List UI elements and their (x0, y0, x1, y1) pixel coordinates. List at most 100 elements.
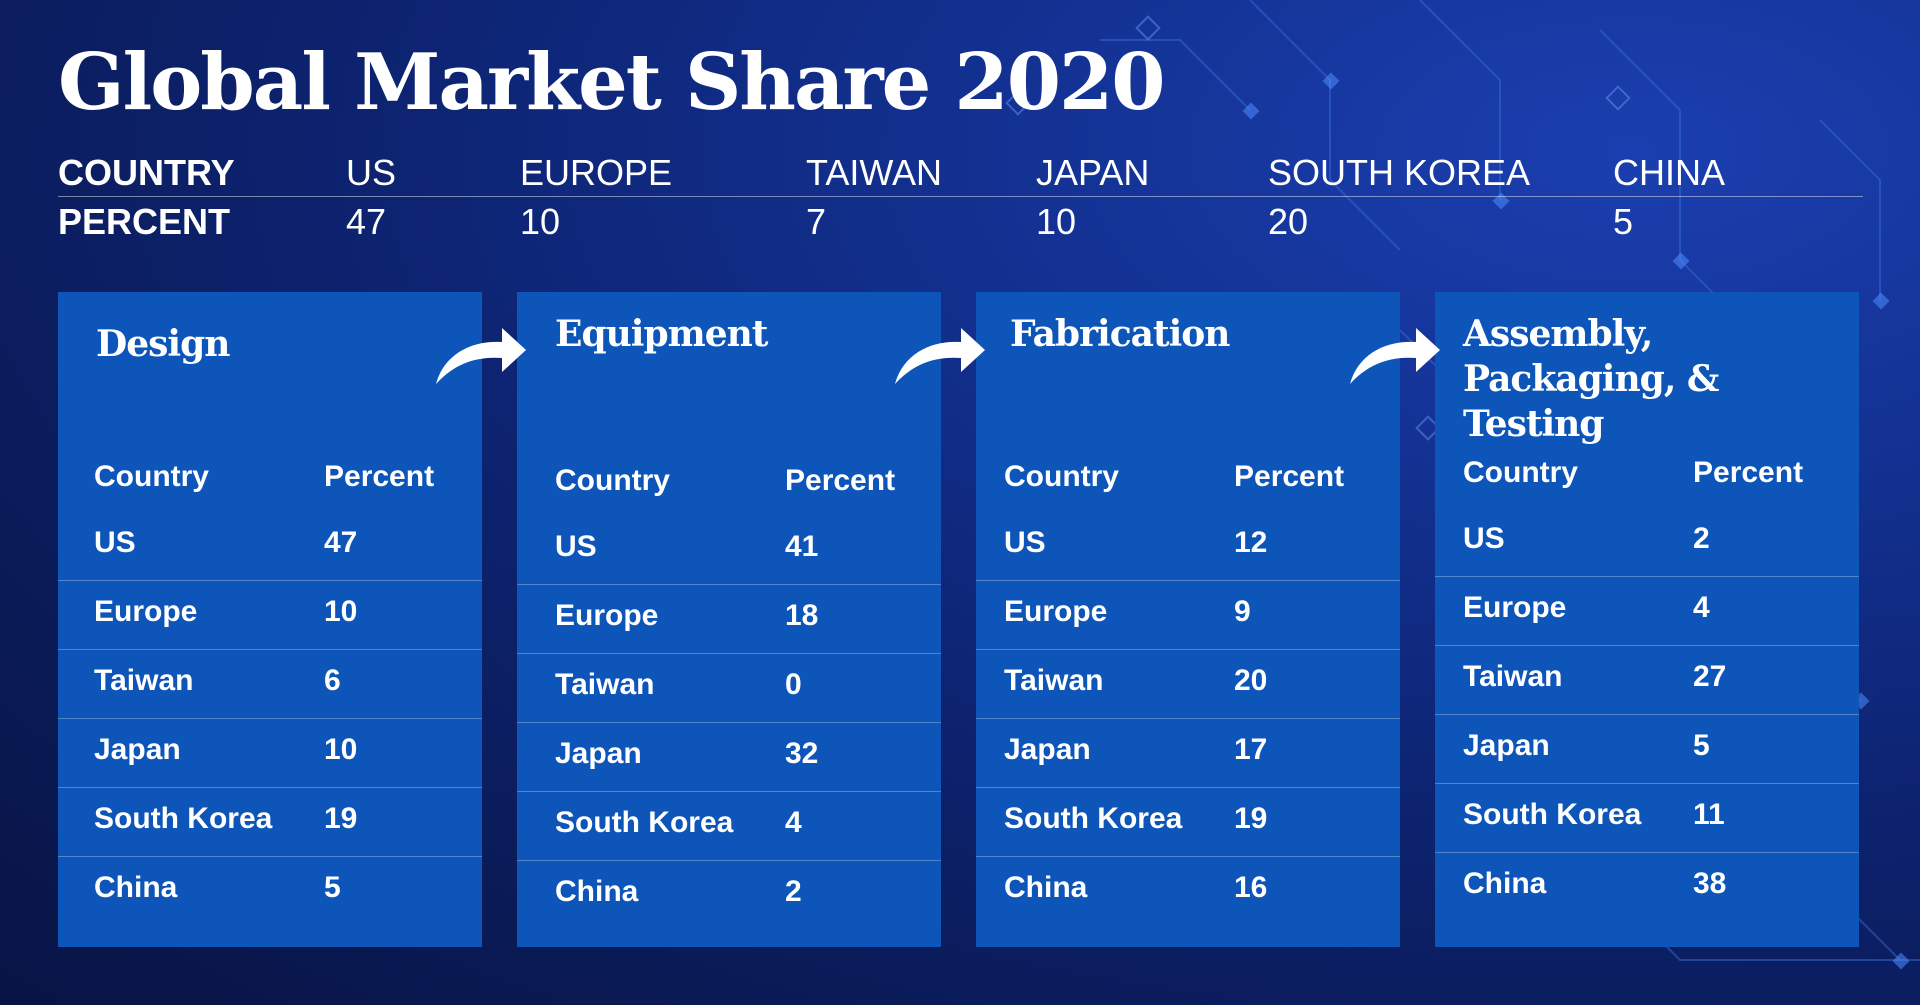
row-country: China (1463, 867, 1547, 900)
row-percent: 5 (1693, 729, 1710, 762)
row-country: Japan (1004, 733, 1091, 766)
panel-title: Fabrication (1010, 312, 1230, 357)
row-country: Japan (555, 737, 642, 770)
percent-column-header: Percent (785, 464, 896, 497)
table-row: US 41 (517, 516, 941, 585)
row-country: Taiwan (555, 668, 655, 701)
row-country: Japan (1463, 729, 1550, 762)
table-row: South Korea 4 (517, 792, 941, 861)
summary-country-taiwan: TAIWAN (806, 152, 942, 193)
panel-rows: US 41 Europe 18 Taiwan 0 Japan 32 South Kore… (517, 516, 941, 929)
summary-header-row: COUNTRY US EUROPE TAIWAN JAPAN SOUTH KOR… (58, 148, 1863, 197)
panel-rows: US 2 Europe 4 Taiwan 27 Japan 5 South Korea 1… (1435, 508, 1859, 921)
table-row: Japan 17 (976, 719, 1400, 788)
panel-title: Assembly, Packaging, & Testing (1463, 312, 1859, 447)
panel-equipment: Equipment Country Percent US 41 Europe 18 … (517, 292, 941, 947)
row-percent: 18 (785, 599, 819, 632)
row-country: South Korea (555, 806, 734, 839)
row-percent: 19 (324, 802, 358, 835)
row-percent: 6 (324, 664, 341, 697)
percent-column-header: Percent (1234, 460, 1345, 493)
summary-country-label: COUNTRY (58, 152, 235, 193)
country-column-header: Country (1004, 460, 1119, 493)
panel-fabrication: Fabrication Country Percent US 12 Europe 9… (976, 292, 1400, 947)
row-percent: 5 (324, 871, 341, 904)
summary-values-row: PERCENT 47 10 7 10 20 5 (58, 197, 1863, 257)
row-percent: 4 (785, 806, 802, 839)
summary-country-china: CHINA (1613, 152, 1726, 193)
row-percent: 10 (324, 733, 358, 766)
table-row: Europe 10 (58, 581, 482, 650)
row-percent: 10 (324, 595, 358, 628)
summary-percent-japan: 10 (1036, 201, 1077, 242)
panel-title: Equipment (555, 312, 768, 357)
summary-country-south-korea: SOUTH KOREA (1268, 152, 1531, 193)
row-percent: 0 (785, 668, 802, 701)
row-percent: 16 (1234, 871, 1268, 904)
panel-title-line-1: Assembly, (1463, 313, 1653, 355)
row-percent: 38 (1693, 867, 1727, 900)
row-percent: 2 (785, 875, 802, 908)
country-column-header: Country (94, 460, 209, 493)
panel-title: Design (96, 322, 230, 367)
row-country: South Korea (1004, 802, 1183, 835)
table-row: US 12 (976, 512, 1400, 581)
table-row: China 38 (1435, 853, 1859, 921)
table-row: Japan 5 (1435, 715, 1859, 784)
curved-right-arrow-icon (895, 328, 985, 384)
row-country: Europe (555, 599, 659, 632)
row-country: South Korea (94, 802, 273, 835)
row-country: Taiwan (1004, 664, 1104, 697)
row-country: US (1463, 522, 1505, 555)
table-row: Taiwan 20 (976, 650, 1400, 719)
row-percent: 4 (1693, 591, 1710, 624)
summary-table: COUNTRY US EUROPE TAIWAN JAPAN SOUTH KOR… (58, 148, 1863, 257)
table-row: South Korea 11 (1435, 784, 1859, 853)
table-row: South Korea 19 (58, 788, 482, 857)
row-country: China (94, 871, 178, 904)
row-country: Taiwan (1463, 660, 1563, 693)
percent-column-header: Percent (1693, 456, 1804, 489)
row-country: US (1004, 526, 1046, 559)
row-percent: 41 (785, 530, 819, 563)
panel-design: Design Country Percent US 47 Europe 10 Tai… (58, 292, 482, 947)
row-country: US (94, 526, 136, 559)
panel-title-line-1: Equipment (555, 313, 768, 355)
row-percent: 9 (1234, 595, 1251, 628)
panel-assembly-packaging-testing: Assembly, Packaging, & Testing Country P… (1435, 292, 1859, 947)
panel-rows: US 47 Europe 10 Taiwan 6 Japan 10 South Kore… (58, 512, 482, 925)
summary-percent-label: PERCENT (58, 201, 231, 242)
row-percent: 17 (1234, 733, 1268, 766)
row-percent: 12 (1234, 526, 1268, 559)
percent-column-header: Percent (324, 460, 435, 493)
row-country: China (555, 875, 639, 908)
panel-rows: US 12 Europe 9 Taiwan 20 Japan 17 South Kore… (976, 512, 1400, 925)
row-percent: 20 (1234, 664, 1268, 697)
row-percent: 32 (785, 737, 819, 770)
table-row: China 16 (976, 857, 1400, 925)
panel-title-line-1: Fabrication (1010, 313, 1230, 355)
row-country: Taiwan (94, 664, 194, 697)
table-row: Europe 9 (976, 581, 1400, 650)
curved-right-arrow-icon (1350, 328, 1440, 384)
page-title: Global Market Share 2020 (58, 37, 1166, 128)
summary-percent-europe: 10 (520, 201, 561, 242)
row-percent: 11 (1693, 798, 1725, 831)
table-row: South Korea 19 (976, 788, 1400, 857)
row-country: Europe (94, 595, 198, 628)
table-row: China 2 (517, 861, 941, 929)
row-country: Europe (1004, 595, 1108, 628)
table-row: Europe 18 (517, 585, 941, 654)
table-row: Taiwan 6 (58, 650, 482, 719)
table-row: Taiwan 27 (1435, 646, 1859, 715)
summary-percent-south-korea: 20 (1268, 201, 1309, 242)
row-country: China (1004, 871, 1088, 904)
row-percent: 27 (1693, 660, 1727, 693)
summary-country-europe: EUROPE (520, 152, 673, 193)
panel-title-line-1: Design (96, 323, 230, 365)
summary-percent-us: 47 (346, 201, 387, 242)
table-row: Taiwan 0 (517, 654, 941, 723)
summary-country-us: US (346, 152, 397, 193)
row-percent: 47 (324, 526, 358, 559)
row-country: South Korea (1463, 798, 1642, 831)
